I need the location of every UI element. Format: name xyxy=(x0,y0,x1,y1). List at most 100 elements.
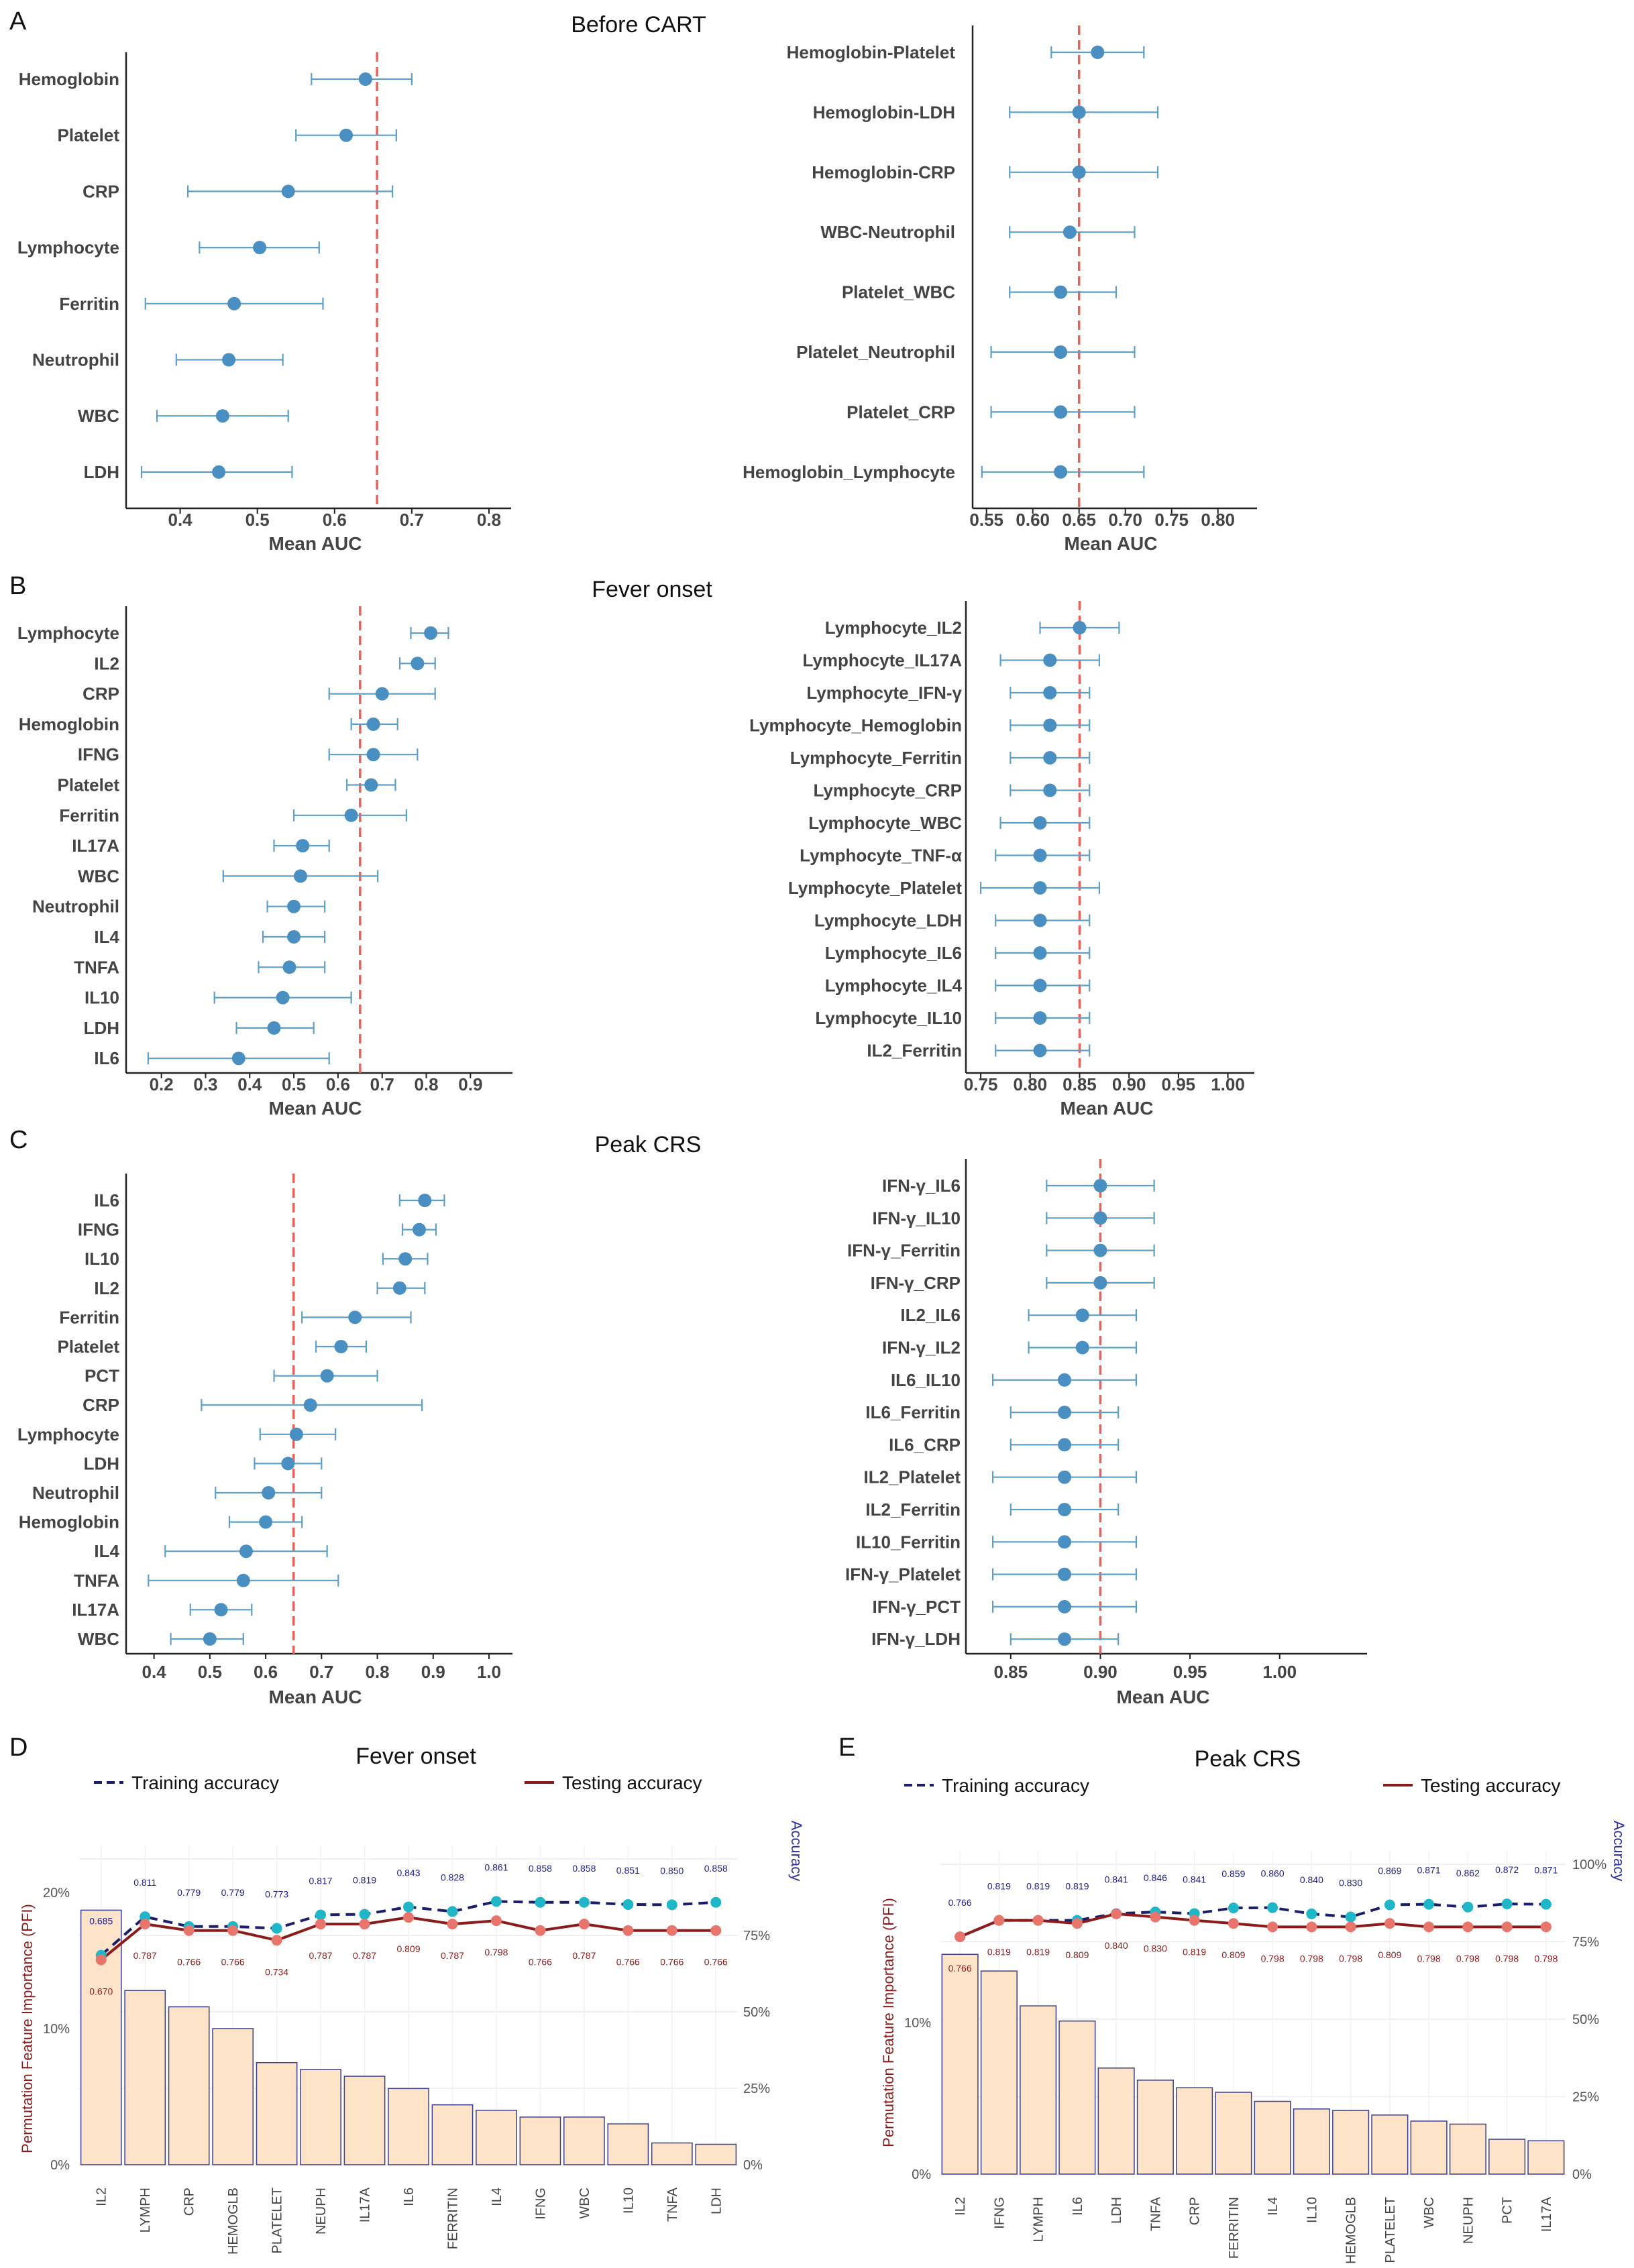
pfi-bar xyxy=(607,2123,649,2165)
pfi-bar xyxy=(1410,2120,1448,2175)
row-label: IFN-γ_Platelet xyxy=(845,1565,961,1585)
mean-point xyxy=(259,1515,273,1529)
x-tick-label: 0.4 xyxy=(168,510,193,530)
y2-tick-label: 50% xyxy=(1572,2012,1599,2027)
mean-point xyxy=(1058,1373,1071,1387)
training-accuracy-point xyxy=(359,1909,370,1920)
testing-accuracy-point xyxy=(710,1925,722,1936)
panel-letter-b: B xyxy=(9,572,26,600)
row-label: Neutrophil xyxy=(32,897,119,917)
x-tick-label: 0.90 xyxy=(1112,1074,1146,1094)
testing-accuracy-label: 0.766 xyxy=(616,1957,640,1968)
testing-accuracy-point xyxy=(490,1915,502,1927)
x-tick-label: 0.3 xyxy=(193,1074,217,1094)
row-label: Platelet_Neutrophil xyxy=(796,342,955,362)
x-tick-label: 1.00 xyxy=(1262,1662,1297,1682)
mean-point xyxy=(1043,718,1057,732)
testing-accuracy-label: 0.798 xyxy=(1417,1953,1441,1964)
row-label: Hemoglobin-CRP xyxy=(812,162,955,182)
category-label: FERRITIN xyxy=(445,2188,460,2249)
row-label: LDH xyxy=(84,1018,119,1038)
mean-point xyxy=(1093,1211,1107,1225)
mean-point xyxy=(1075,1308,1089,1322)
training-accuracy-point xyxy=(140,1911,151,1923)
pfi-bar xyxy=(1371,2114,1409,2175)
testing-accuracy-label: 0.798 xyxy=(1261,1953,1285,1964)
training-accuracy-label: 0.840 xyxy=(1300,1874,1323,1885)
row-label: Lymphocyte_IL2 xyxy=(825,618,962,638)
x-tick-label: 1.0 xyxy=(477,1662,501,1682)
pfi-bar xyxy=(1254,2100,1291,2175)
mean-point xyxy=(236,1573,250,1587)
mean-point xyxy=(262,1486,276,1499)
testing-accuracy-point xyxy=(403,1912,414,1923)
testing-accuracy-label: 0.670 xyxy=(89,1986,113,1996)
training-accuracy-label: 0.872 xyxy=(1495,1864,1519,1875)
training-accuracy-point xyxy=(1462,1901,1474,1913)
testing-accuracy-label: 0.840 xyxy=(1105,1940,1128,1951)
testing-accuracy-label: 0.819 xyxy=(1026,1947,1050,1958)
mean-point xyxy=(1033,946,1047,960)
testing-accuracy-label: 0.787 xyxy=(441,1950,464,1961)
training-accuracy-label: 0.819 xyxy=(1026,1881,1050,1892)
category-label: WBC xyxy=(578,2188,592,2219)
panel-letter-c: C xyxy=(9,1126,28,1154)
pfi-bar xyxy=(695,2143,737,2165)
category-label: LYMPH xyxy=(1032,2197,1046,2242)
testing-accuracy-label: 0.766 xyxy=(177,1957,201,1968)
pfi-bar xyxy=(124,1990,166,2165)
category-label: IL10 xyxy=(1305,2197,1319,2223)
row-label: Lymphocyte_TNF-α xyxy=(800,846,962,866)
mean-point xyxy=(1033,881,1047,895)
category-label: IL2 xyxy=(95,2188,109,2206)
y-tick-label: 20% xyxy=(43,1886,70,1901)
row-label: CRP xyxy=(83,1395,119,1415)
legend-train-label: Training accuracy xyxy=(131,1772,279,1793)
mean-point xyxy=(1033,978,1047,993)
mean-point xyxy=(303,1398,317,1412)
row-label: IFN-γ_CRP xyxy=(871,1273,961,1293)
training-accuracy-point xyxy=(666,1899,677,1911)
x-tick-label: 0.5 xyxy=(282,1074,306,1094)
x-tick-label: 0.8 xyxy=(477,510,501,530)
training-accuracy-point xyxy=(1267,1902,1278,1913)
mean-point xyxy=(1072,165,1086,179)
testing-accuracy-point xyxy=(1228,1918,1239,1929)
section-title-fever-onset: Fever onset xyxy=(592,577,712,602)
mean-point xyxy=(214,1603,228,1617)
row-label: IL4 xyxy=(94,1541,119,1561)
mean-point xyxy=(1054,345,1068,359)
mean-point xyxy=(1054,465,1068,479)
pfi-bar xyxy=(1293,2108,1330,2175)
category-label: IL6 xyxy=(402,2188,417,2206)
x-axis-label: Mean AUC xyxy=(1117,1687,1210,1707)
mean-point xyxy=(366,748,380,762)
row-label: Lymphocyte_IL4 xyxy=(825,976,963,996)
testing-accuracy-point xyxy=(1384,1918,1395,1929)
training-accuracy-point xyxy=(490,1896,502,1907)
row-label: WBC xyxy=(78,866,119,886)
x-tick-label: 0.85 xyxy=(1063,1074,1097,1094)
row-label: CRP xyxy=(83,181,119,201)
row-label: IFN-γ_Ferritin xyxy=(847,1241,961,1261)
training-accuracy-label: 0.871 xyxy=(1534,1865,1558,1876)
row-label: IL17A xyxy=(72,1599,119,1620)
row-label: Ferritin xyxy=(59,805,119,826)
pfi-bar xyxy=(1020,2005,1057,2175)
row-label: IL2_Ferritin xyxy=(867,1041,962,1061)
pfi-bar xyxy=(941,1953,979,2175)
y-axis-label: Permutation Feature Importance (PFI) xyxy=(880,1898,897,2147)
testing-accuracy-point xyxy=(140,1919,151,1930)
training-accuracy-point xyxy=(578,1896,590,1908)
mean-point xyxy=(411,657,425,671)
training-accuracy-label: 0.846 xyxy=(1144,1872,1167,1883)
training-accuracy-label: 0.773 xyxy=(265,1889,288,1900)
training-accuracy-point xyxy=(1423,1898,1435,1910)
category-label: IL6 xyxy=(1071,2197,1085,2216)
y-axis-label: Permutation Feature Importance (PFI) xyxy=(19,1904,36,2153)
training-accuracy-point xyxy=(710,1896,722,1908)
testing-accuracy-label: 0.787 xyxy=(309,1950,333,1961)
training-accuracy-point xyxy=(622,1898,634,1910)
x-tick-label: 0.80 xyxy=(1201,510,1235,530)
testing-accuracy-point xyxy=(622,1925,634,1936)
